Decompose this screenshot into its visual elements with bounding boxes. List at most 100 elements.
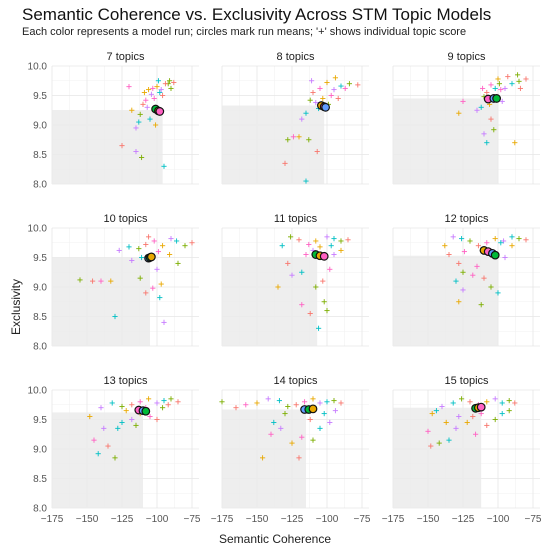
- topic-point: [516, 78, 522, 84]
- topic-point: [299, 269, 305, 275]
- topic-point: [461, 249, 467, 255]
- topic-point: [317, 400, 323, 406]
- panel-title: 9 topics: [448, 51, 486, 63]
- run-mean-marker: [492, 94, 502, 103]
- topic-point: [499, 411, 505, 417]
- topic-point: [317, 425, 323, 431]
- run-mean-marker: [308, 404, 318, 414]
- topic-point: [495, 76, 501, 82]
- topic-point: [470, 413, 476, 420]
- x-tick-label: −75: [354, 514, 371, 525]
- topic-point: [475, 243, 481, 249]
- topic-point: [310, 437, 316, 443]
- x-tick-label: −175: [211, 514, 234, 525]
- topic-point: [168, 85, 174, 92]
- x-tick-label: −100: [146, 514, 169, 525]
- topic-point: [327, 266, 333, 272]
- topic-point: [338, 83, 344, 89]
- panel-3: 9 topics: [392, 51, 540, 185]
- topic-point: [317, 85, 323, 92]
- topic-point: [460, 269, 466, 275]
- y-tick-label: 9.5: [33, 253, 47, 264]
- topic-point: [492, 85, 498, 92]
- topic-point: [474, 263, 480, 269]
- topic-point: [346, 81, 352, 87]
- x-tick-label: −75: [525, 514, 542, 525]
- topic-point: [299, 434, 305, 440]
- topic-point: [313, 284, 319, 290]
- topic-point: [307, 97, 313, 103]
- topic-point: [316, 325, 322, 331]
- topic-point: [293, 402, 299, 408]
- topic-point: [481, 131, 487, 137]
- topic-point: [324, 399, 330, 405]
- topic-point: [290, 134, 296, 140]
- topic-point: [160, 405, 166, 411]
- topic-point: [139, 154, 145, 161]
- topic-point: [98, 405, 104, 411]
- y-tick-label: 8.0: [33, 504, 47, 515]
- topic-point: [165, 402, 171, 408]
- topic-point: [119, 143, 125, 149]
- topic-point: [328, 92, 334, 99]
- topic-point: [317, 244, 323, 250]
- panel-title: 13 topics: [103, 375, 148, 387]
- topic-point: [470, 272, 476, 278]
- topic-point: [313, 238, 319, 244]
- topic-point: [498, 240, 504, 246]
- topic-point: [509, 234, 515, 240]
- topic-point: [133, 148, 139, 155]
- topic-point: [484, 240, 490, 246]
- topic-point: [478, 302, 484, 308]
- x-tick-label: −100: [487, 514, 510, 525]
- shaded-region: [52, 110, 163, 184]
- panel-8: 14 topics −175 −150 −125 −100 −75: [211, 375, 371, 525]
- topic-point: [105, 443, 111, 449]
- shaded-region: [393, 98, 498, 184]
- y-tick-label: 8.0: [33, 342, 47, 353]
- topic-point: [484, 399, 490, 405]
- topic-point: [303, 178, 309, 184]
- topic-point: [289, 272, 295, 278]
- topic-point: [296, 237, 302, 243]
- topic-point: [328, 243, 334, 249]
- topic-point: [285, 403, 291, 410]
- topic-point: [313, 99, 319, 106]
- topic-point: [161, 163, 167, 169]
- topic-point: [488, 284, 494, 290]
- topic-point: [162, 81, 168, 87]
- shaded-region: [222, 409, 306, 508]
- topic-point: [289, 440, 295, 446]
- topic-point: [296, 455, 302, 461]
- topic-point: [254, 400, 260, 406]
- topic-point: [488, 116, 494, 122]
- shaded-region: [393, 255, 498, 346]
- topic-point: [502, 254, 508, 261]
- topic-point: [154, 416, 160, 423]
- topic-point: [453, 425, 459, 431]
- topic-point: [137, 275, 143, 281]
- topic-point: [499, 400, 505, 406]
- topic-point: [331, 398, 337, 404]
- topic-point: [306, 241, 312, 248]
- topic-point: [168, 396, 174, 402]
- topic-point: [515, 72, 521, 78]
- topic-point: [309, 78, 315, 84]
- topic-point: [265, 396, 271, 402]
- topic-point: [133, 125, 139, 131]
- topic-point: [302, 399, 308, 405]
- y-tick-label: 8.5: [33, 474, 47, 485]
- topic-point: [314, 148, 320, 155]
- topic-point: [310, 89, 316, 96]
- topic-point: [151, 238, 157, 244]
- topic-point: [523, 76, 529, 82]
- topic-point: [488, 82, 494, 88]
- topic-point: [506, 398, 512, 404]
- panel-4: 10 topics 8.0 8.5 9.0 9.5 10.0: [28, 213, 199, 353]
- chart-title: Semantic Coherence vs. Exclusivity Acros…: [22, 5, 492, 24]
- topic-point: [459, 396, 465, 402]
- run-mean-marker: [155, 107, 165, 116]
- topic-point: [157, 295, 163, 301]
- topic-point: [453, 278, 459, 284]
